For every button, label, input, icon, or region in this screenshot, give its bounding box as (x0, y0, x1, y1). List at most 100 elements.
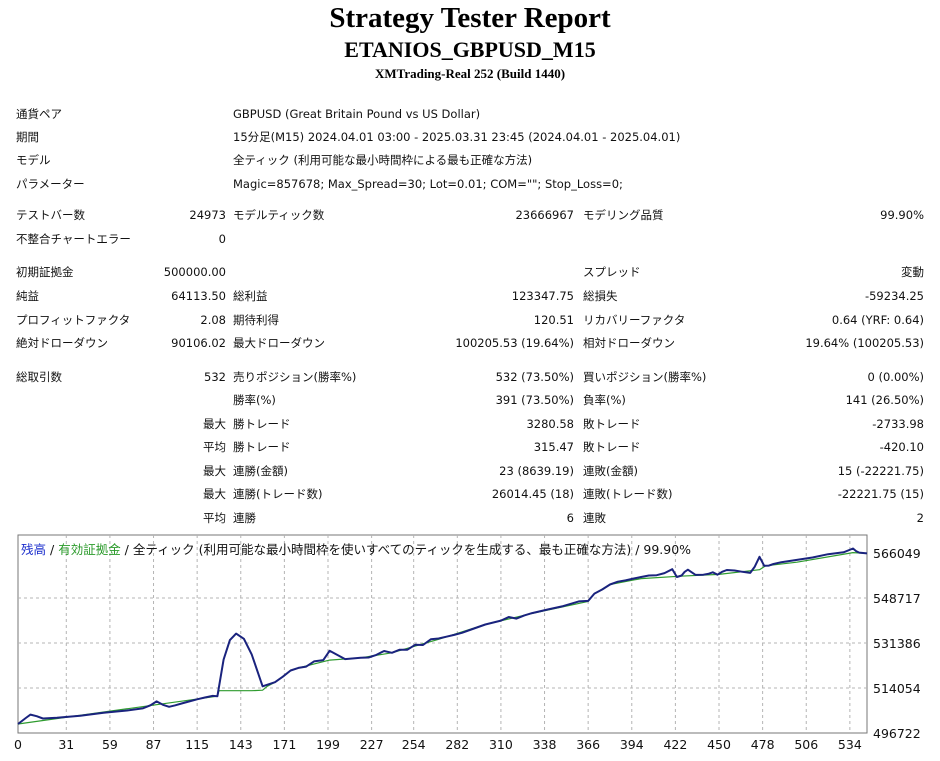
rel-dd-value: 19.64% (100205.53) (805, 336, 924, 350)
ticks-value: 23666967 (515, 208, 574, 222)
x-tick-label: 171 (272, 737, 296, 752)
x-tick-label: 87 (146, 737, 162, 752)
max-win-value: 3280.58 (526, 417, 574, 431)
abs-dd-value: 90106.02 (171, 336, 226, 350)
x-tick-label: 310 (489, 737, 513, 752)
balance-line (17, 547, 868, 725)
deposit-label: 初期証拠金 (16, 265, 74, 279)
x-tick-label: 478 (751, 737, 775, 752)
x-tick-label: 31 (58, 737, 74, 752)
x-tick-label: 338 (533, 737, 557, 752)
pf-value: 2.08 (200, 313, 226, 327)
max-loss-value: -2733.98 (872, 417, 924, 431)
y-tick-label: 566049 (873, 546, 921, 561)
x-tick-label: 534 (838, 737, 862, 752)
plot-frame (17, 534, 868, 734)
max-loss-label: 敗トレード (583, 417, 641, 431)
avg-cons-loss-label: 連敗 (583, 511, 606, 525)
loss-pct-label: 負率(%) (583, 393, 626, 407)
max-win-label: 勝トレード (233, 417, 291, 431)
avg-loss-value: -420.10 (879, 440, 924, 454)
spread-value: 変動 (901, 265, 924, 279)
deposit-value: 500000.00 (163, 265, 226, 279)
recovery-label: リカバリーファクタ (583, 313, 686, 327)
period-value: 15分足(M15) 2024.04.01 03:00 - 2025.03.31 … (233, 130, 681, 144)
y-tick-label: 548717 (873, 591, 921, 606)
legend-sep-2: / (120, 542, 133, 557)
report-title: Strategy Tester Report (329, 2, 611, 34)
pair-label: 通貨ペア (16, 107, 62, 121)
long-value: 0 (0.00%) (867, 370, 924, 384)
max-cons-count-prefix: 最大 (203, 487, 226, 501)
spread-label: スプレッド (583, 265, 641, 279)
x-tick-label: 59 (102, 737, 118, 752)
max-cons-money-prefix: 最大 (203, 464, 226, 478)
net-value: 64113.50 (171, 289, 226, 303)
cons-loss-count-label: 連敗(トレード数) (583, 487, 673, 501)
win-pct-value: 391 (73.50%) (495, 393, 574, 407)
avg-win-label: 勝トレード (233, 440, 291, 454)
x-tick-label: 366 (576, 737, 600, 752)
params-label: パラメーター (16, 177, 85, 191)
avg-cons-win-value: 6 (566, 511, 574, 525)
params-value: Magic=857678; Max_Spread=30; Lot=0.01; C… (233, 177, 623, 191)
model-value: 全ティック (利用可能な最小時間枠による最も正確な方法) (233, 153, 533, 167)
avg-cons-loss-value: 2 (916, 511, 924, 525)
mismatch-label: 不整合チャートエラー (16, 232, 131, 246)
pf-label: プロフィットファクタ (16, 313, 131, 327)
short-label: 売りポジション(勝率%) (233, 370, 357, 384)
x-tick-label: 422 (663, 737, 687, 752)
max-trade-prefix: 最大 (203, 417, 226, 431)
chart-legend: 残高 / 有効証拠金 / 全ティック (利用可能な最小時間枠を使いすべてのティッ… (21, 539, 691, 558)
abs-dd-label: 絶対ドローダウン (16, 336, 108, 350)
gross-loss-value: -59234.25 (864, 289, 924, 303)
trades-value: 532 (204, 370, 226, 384)
pair-value: GBPUSD (Great Britain Pound vs US Dollar… (233, 107, 481, 121)
balance-chart: 0 31 59 87 115 143 171 199 227 254 282 310 338 366 394… (14, 534, 921, 752)
avg-trade-prefix: 平均 (203, 440, 226, 454)
x-tick-label: 227 (360, 737, 384, 752)
model-label: モデル (16, 153, 51, 167)
expected-value: 120.51 (533, 313, 574, 327)
expected-label: 期待利得 (233, 313, 279, 327)
cons-win-count-label: 連勝(トレード数) (233, 487, 323, 501)
win-pct-label: 勝率(%) (233, 393, 276, 407)
rel-dd-label: 相対ドローダウン (583, 336, 675, 350)
cons-win-money-label: 連勝(金額) (233, 464, 288, 478)
x-tick-label: 199 (316, 737, 340, 752)
mismatch-value: 0 (218, 232, 226, 246)
x-tick-label: 450 (707, 737, 731, 752)
quality-label: モデリング品質 (583, 208, 664, 222)
short-value: 532 (73.50%) (495, 370, 574, 384)
legend-equity: 有効証拠金 (58, 542, 121, 557)
period-label: 期間 (16, 130, 39, 144)
avg-cons-prefix: 平均 (203, 511, 226, 525)
gross-loss-label: 総損失 (583, 289, 618, 303)
max-dd-value: 100205.53 (19.64%) (455, 336, 574, 350)
x-tick-label: 254 (402, 737, 426, 752)
y-tick-label: 514054 (873, 681, 921, 696)
bars-label: テストバー数 (16, 208, 85, 222)
long-label: 買いポジション(勝率%) (583, 370, 707, 384)
y-tick-label: 496722 (873, 726, 921, 741)
trades-label: 総取引数 (16, 370, 62, 384)
y-tick-label: 531386 (873, 636, 921, 651)
bars-value: 24973 (189, 208, 226, 222)
x-tick-label: 282 (445, 737, 469, 752)
gross-profit-label: 総利益 (233, 289, 268, 303)
quality-value: 99.90% (880, 208, 924, 222)
cons-loss-money-label: 連敗(金額) (583, 464, 638, 478)
cons-win-money-value: 23 (8639.19) (499, 464, 574, 478)
x-tick-label: 115 (185, 737, 209, 752)
net-label: 純益 (16, 289, 39, 303)
gross-profit-value: 123347.75 (511, 289, 574, 303)
report-subtitle: ETANIOS_GBPUSD_M15 (344, 37, 596, 62)
avg-loss-label: 敗トレード (583, 440, 641, 454)
cons-loss-count-value: -22221.75 (15) (837, 487, 924, 501)
max-dd-label: 最大ドローダウン (233, 336, 325, 350)
cons-win-count-value: 26014.45 (18) (491, 487, 574, 501)
recovery-value: 0.64 (YRF: 0.64) (831, 313, 924, 327)
x-tick-label: 0 (14, 737, 22, 752)
x-tick-label: 506 (794, 737, 818, 752)
server-build: XMTrading-Real 252 (Build 1440) (374, 66, 566, 81)
